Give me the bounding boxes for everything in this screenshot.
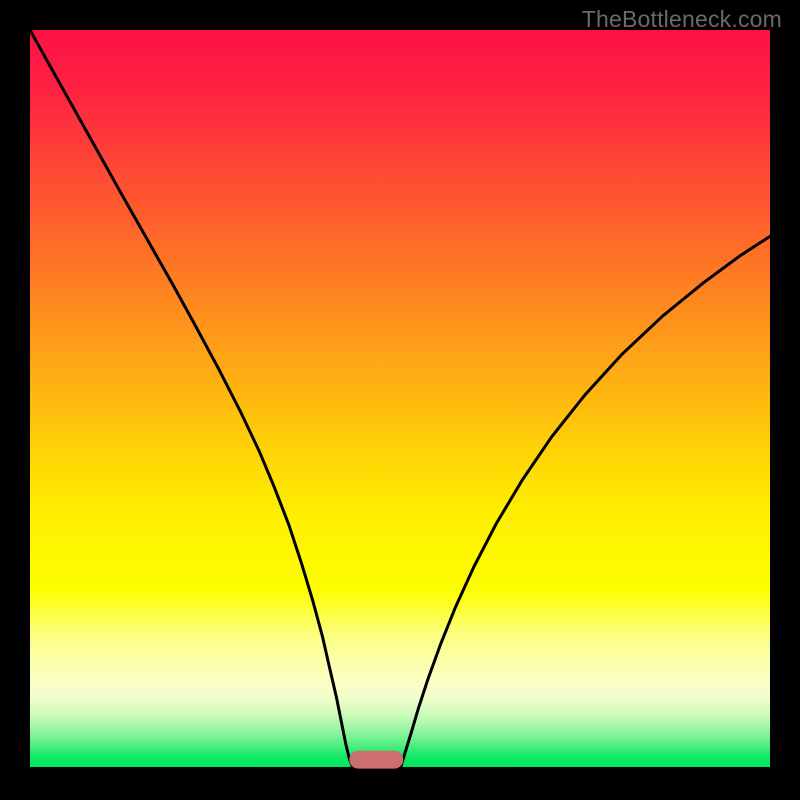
chart-gradient-bg	[30, 30, 770, 767]
bottleneck-chart	[0, 0, 800, 800]
chart-frame: TheBottleneck.com	[0, 0, 800, 800]
optimum-marker	[349, 751, 403, 769]
watermark-text: TheBottleneck.com	[582, 6, 782, 33]
